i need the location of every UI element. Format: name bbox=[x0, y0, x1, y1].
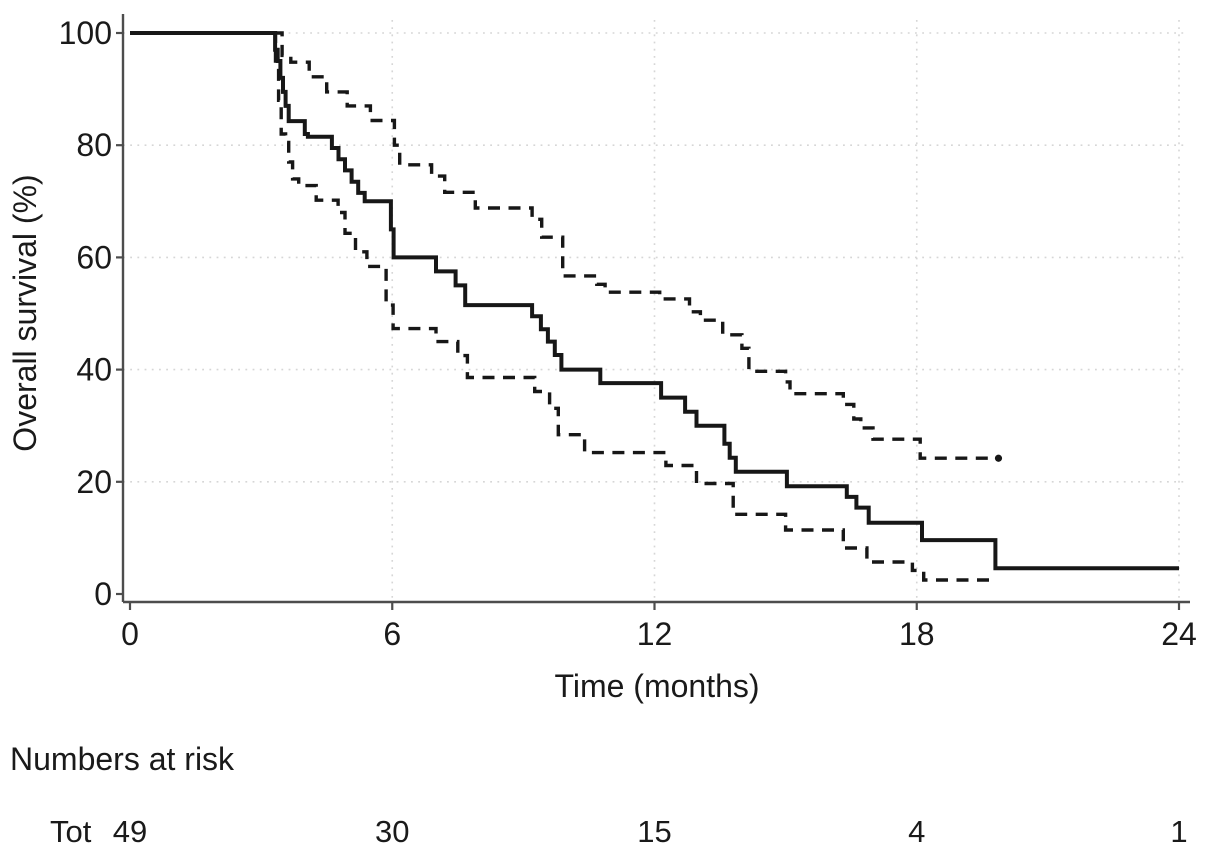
risk-count: 15 bbox=[637, 814, 671, 849]
risk-row-label: Tot bbox=[50, 814, 92, 849]
y-axis-label: Overall survival (%) bbox=[7, 174, 43, 451]
ci-upper-end-dot bbox=[994, 454, 1003, 462]
x-tick-label: 18 bbox=[899, 616, 935, 652]
risk-count: 49 bbox=[113, 814, 147, 849]
y-tick-label: 20 bbox=[76, 464, 112, 500]
risk-count: 4 bbox=[908, 814, 925, 849]
tick-labels: 0 6 12 18 24 0 20 40 60 80 100 bbox=[59, 15, 1197, 652]
y-tick-label: 40 bbox=[76, 352, 112, 388]
risk-count-row: 49 30 15 4 1 bbox=[113, 814, 1188, 849]
y-tick-label: 0 bbox=[94, 576, 112, 612]
x-tick-label: 24 bbox=[1161, 616, 1197, 652]
risk-count: 30 bbox=[375, 814, 409, 849]
x-tick-label: 12 bbox=[637, 616, 673, 652]
y-tick-label: 100 bbox=[59, 15, 112, 51]
risk-count: 1 bbox=[1170, 814, 1187, 849]
y-tick-label: 80 bbox=[76, 127, 112, 163]
x-axis-label: Time (months) bbox=[554, 668, 759, 704]
gridlines bbox=[123, 20, 1186, 600]
y-tick-label: 60 bbox=[76, 239, 112, 275]
km-estimate-line bbox=[130, 31, 1179, 571]
axes bbox=[116, 14, 1190, 610]
x-tick-label: 0 bbox=[121, 616, 139, 652]
x-tick-label: 6 bbox=[383, 616, 401, 652]
risk-table-heading: Numbers at risk bbox=[10, 741, 235, 777]
survival-curves bbox=[130, 31, 1179, 582]
ci-lower-line bbox=[130, 31, 996, 582]
ci-upper-line bbox=[130, 31, 999, 460]
